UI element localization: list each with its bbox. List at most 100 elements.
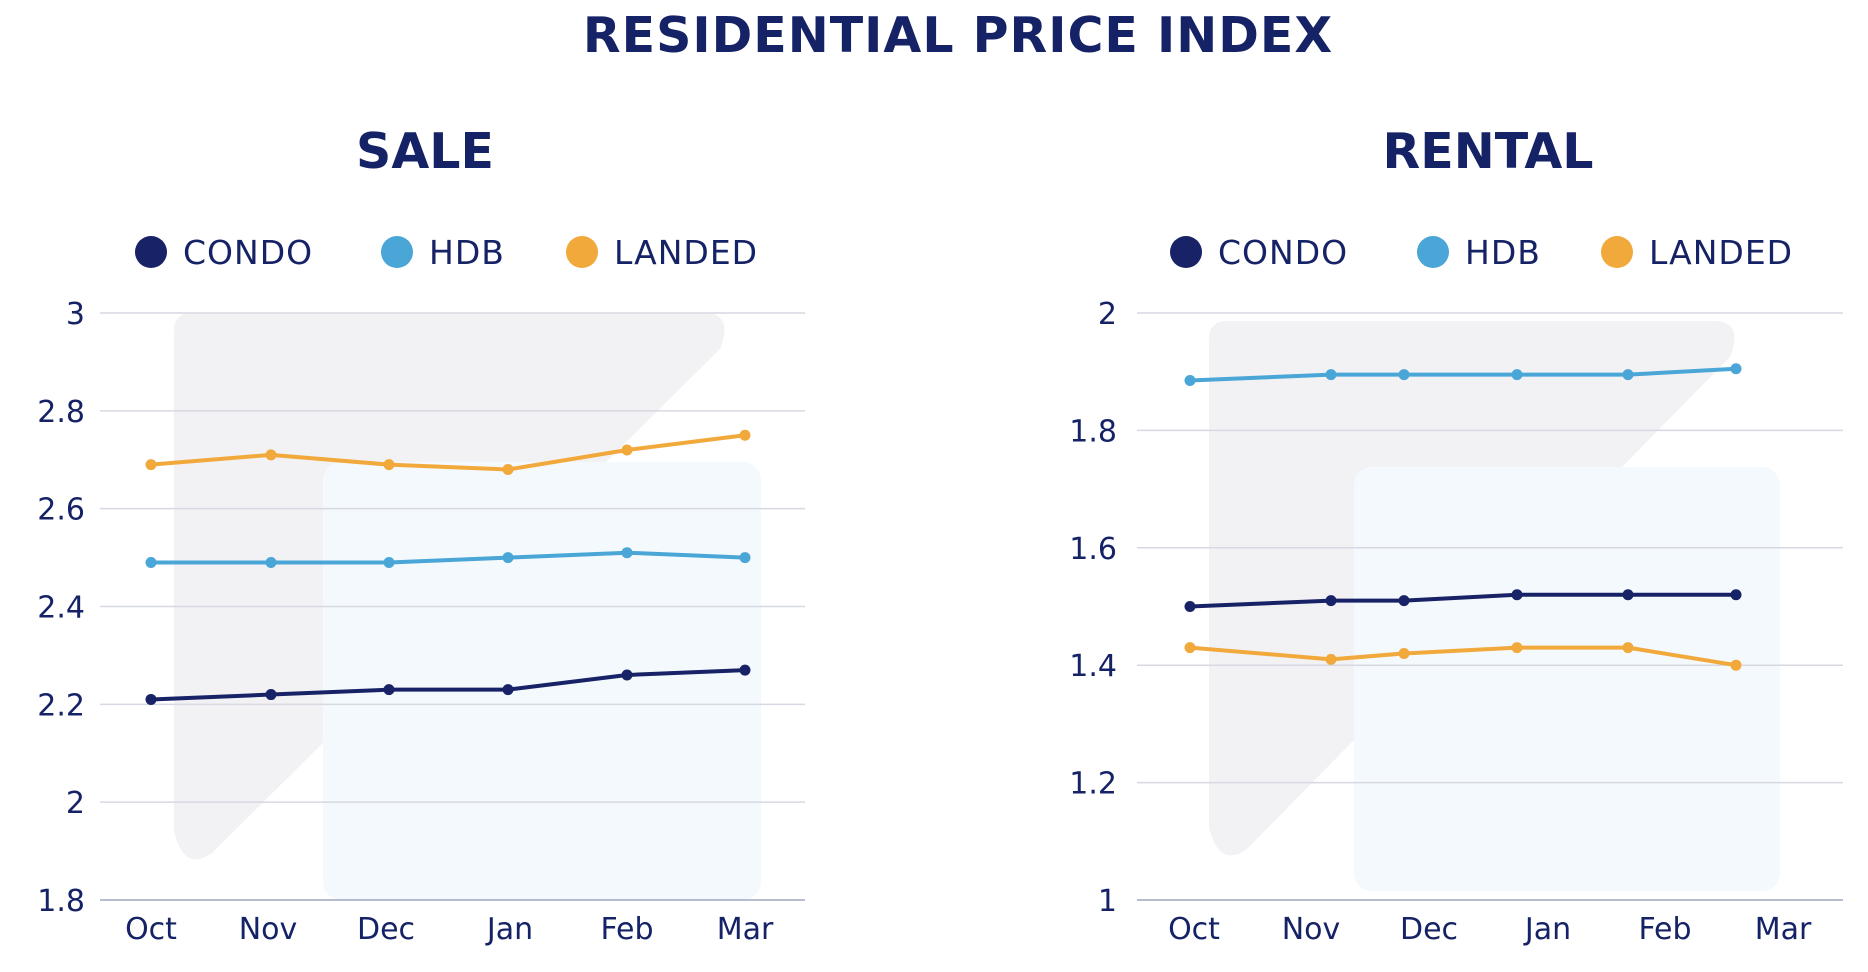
data-point (621, 669, 633, 681)
y-tick-label: 1.8 (37, 884, 85, 919)
y-tick-label: 2 (66, 786, 85, 821)
series-line (1188, 645, 1738, 668)
data-point (1511, 642, 1523, 654)
series-landed (1184, 642, 1742, 671)
data-point (1398, 647, 1410, 659)
charts-container: SALE CONDO HDB LANDED 1.8 2 2.2 2.4 2.6 2.8 3 Oct No… (37, 123, 1843, 947)
sale-chart: SALE CONDO HDB LANDED 1.8 2 2.2 2.4 2.6 2.8 3 Oct No… (37, 123, 805, 947)
y-tick-label: 1 (1098, 884, 1117, 919)
legend: CONDO HDB LANDED (135, 233, 758, 272)
legend-item: CONDO (135, 233, 313, 272)
series-condo (145, 664, 751, 705)
legend-swatch (135, 236, 167, 268)
data-point (145, 693, 157, 705)
y-tick-label: 1.8 (1069, 414, 1117, 449)
x-tick-label: Oct (1168, 912, 1220, 947)
data-point (383, 459, 395, 471)
x-tick-label: Oct (125, 912, 177, 947)
legend-item: LANDED (1601, 233, 1793, 272)
y-tick-label: 2.2 (37, 688, 85, 723)
page-title: RESIDENTIAL PRICE INDEX (583, 7, 1333, 64)
data-point (1184, 642, 1196, 654)
data-point (1622, 589, 1634, 601)
legend-item: LANDED (566, 233, 758, 272)
data-point (1730, 589, 1742, 601)
x-tick-label: Mar (717, 912, 774, 947)
data-point (1325, 369, 1337, 381)
rental-chart-title: RENTAL (1383, 123, 1594, 180)
data-point (1325, 595, 1337, 607)
series-line (149, 668, 747, 702)
data-point (621, 444, 633, 456)
legend-item: HDB (381, 233, 505, 272)
data-point (502, 464, 514, 476)
data-point (265, 556, 277, 568)
data-point (383, 556, 395, 568)
watermark-panel (323, 462, 761, 900)
data-point (1398, 595, 1410, 607)
series-condo (1184, 589, 1742, 612)
legend-item: HDB (1417, 233, 1541, 272)
y-tick-label: 1.4 (1069, 649, 1117, 684)
legend-item: CONDO (1170, 233, 1347, 272)
x-tick-label: Nov (239, 912, 298, 947)
data-point (1184, 601, 1196, 612)
x-tick-label: Nov (1282, 912, 1341, 947)
legend-swatch (1170, 236, 1202, 268)
legend-label: LANDED (1649, 233, 1793, 272)
data-point (739, 552, 751, 564)
y-tick-label: 2.4 (37, 591, 85, 626)
data-point (1325, 653, 1337, 665)
rental-chart: RENTAL CONDO HDB LANDED 1 1.2 1.4 1.6 1.8 2 Oct Nov… (1069, 123, 1843, 947)
legend-swatch (566, 236, 598, 268)
data-point (145, 556, 157, 568)
x-tick-label: Jan (485, 912, 533, 947)
x-tick-label: Mar (1755, 912, 1812, 947)
data-point (265, 689, 277, 701)
y-tick-label: 2.8 (37, 395, 85, 430)
legend-label: HDB (1465, 233, 1541, 272)
data-point (145, 459, 157, 471)
series-hdb (1184, 363, 1742, 387)
data-point (739, 429, 751, 441)
legend: CONDO HDB LANDED (1170, 233, 1793, 272)
data-point (502, 684, 514, 696)
legend-swatch (1601, 236, 1633, 268)
series-line (1188, 592, 1738, 609)
data-point (1730, 659, 1742, 671)
x-tick-label: Jan (1523, 912, 1571, 947)
y-tick-label: 1.2 (1069, 767, 1117, 802)
sale-chart-title: SALE (356, 123, 494, 180)
data-point (1184, 375, 1196, 387)
legend-label: HDB (429, 233, 505, 272)
watermark-panel (1354, 467, 1780, 891)
series-line (149, 550, 747, 565)
y-tick-label: 2.6 (37, 493, 85, 528)
data-point (1511, 369, 1523, 381)
data-point (1622, 369, 1634, 381)
x-tick-label: Dec (1400, 912, 1458, 947)
legend-swatch (381, 236, 413, 268)
data-point (502, 552, 514, 564)
data-point (739, 664, 751, 676)
y-tick-label: 1.6 (1069, 532, 1117, 567)
y-tick-label: 3 (66, 297, 85, 332)
data-point (1622, 642, 1634, 654)
series-line (1188, 366, 1738, 383)
data-point (1730, 363, 1742, 375)
legend-label: CONDO (183, 233, 313, 272)
data-point (1398, 369, 1410, 381)
series-landed (145, 429, 751, 476)
y-tick-label: 2 (1098, 297, 1117, 332)
data-point (1511, 589, 1523, 601)
x-tick-label: Dec (357, 912, 415, 947)
x-tick-label: Feb (600, 912, 653, 947)
data-point (265, 449, 277, 461)
series-line (149, 433, 747, 472)
data-point (621, 547, 633, 559)
legend-swatch (1417, 236, 1449, 268)
series-hdb (145, 547, 751, 568)
data-point (383, 684, 395, 696)
legend-label: LANDED (614, 233, 758, 272)
